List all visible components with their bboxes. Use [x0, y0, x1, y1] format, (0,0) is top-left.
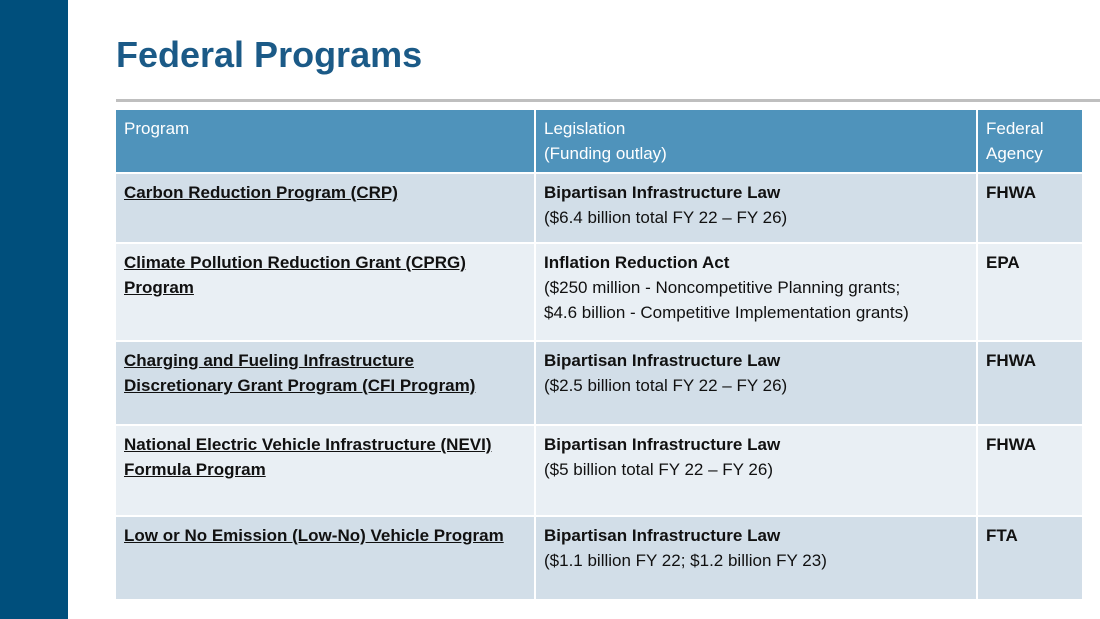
legislation-name: Bipartisan Infrastructure Law — [544, 183, 781, 202]
table-row: National Electric Vehicle Infrastructure… — [116, 425, 1084, 517]
header-cell: Program — [116, 110, 536, 174]
header-cell: Legislation (Funding outlay) — [535, 110, 978, 174]
legislation-cell: Bipartisan Infrastructure Law ($6.4 billi… — [535, 173, 978, 244]
header-line: (Funding outlay) — [544, 144, 667, 163]
program-link[interactable]: National Electric Vehicle Infrastructure… — [124, 435, 492, 479]
table-row: Climate Pollution Reduction Grant (CPRG)… — [116, 243, 1084, 342]
table-row: Low or No Emission (Low-No) Vehicle Prog… — [116, 516, 1084, 601]
program-cell: National Electric Vehicle Infrastructure… — [116, 425, 536, 517]
legislation-cell: Bipartisan Infrastructure Law ($5 billion… — [535, 425, 978, 517]
header-row: Program Legislation (Funding outlay) Fede… — [116, 110, 1084, 174]
agency-cell: FHWA — [977, 425, 1084, 517]
programs-table: Program Legislation (Funding outlay) Fede… — [116, 110, 1084, 601]
program-link[interactable]: Low or No Emission (Low-No) Vehicle Prog… — [124, 526, 504, 545]
program-link[interactable]: Charging and Fueling Infrastructure Disc… — [124, 351, 476, 395]
program-cell: Low or No Emission (Low-No) Vehicle Prog… — [116, 516, 536, 601]
legislation-cell: Bipartisan Infrastructure Law ($1.1 billi… — [535, 516, 978, 601]
legislation-cell: Bipartisan Infrastructure Law ($2.5 billi… — [535, 341, 978, 426]
program-cell: Carbon Reduction Program (CRP) — [116, 173, 536, 244]
funding-line: ($250 million - Noncompetitive Planning … — [544, 278, 901, 297]
header-cell: Federal Agency — [977, 110, 1084, 174]
funding-line: ($5 billion total FY 22 – FY 26) — [544, 460, 774, 479]
funding-line: ($1.1 billion FY 22; $1.2 billion FY 23) — [544, 551, 827, 570]
header-line: Legislation — [544, 119, 626, 138]
program-link[interactable]: Climate Pollution Reduction Grant (CPRG)… — [124, 253, 466, 297]
table-row: Charging and Fueling Infrastructure Disc… — [116, 341, 1084, 426]
legislation-name: Bipartisan Infrastructure Law — [544, 526, 781, 545]
divider — [116, 99, 1100, 102]
agency-cell: FHWA — [977, 341, 1084, 426]
funding-line: $4.6 billion - Competitive Implementatio… — [544, 303, 909, 322]
agency-cell: EPA — [977, 243, 1084, 342]
legislation-name: Bipartisan Infrastructure Law — [544, 435, 781, 454]
program-link[interactable]: Carbon Reduction Program (CRP) — [124, 183, 398, 202]
legislation-name: Inflation Reduction Act — [544, 253, 730, 272]
legislation-cell: Inflation Reduction Act ($250 million - N… — [535, 243, 978, 342]
funding-line: ($6.4 billion total FY 22 – FY 26) — [544, 208, 788, 227]
agency-cell: FHWA — [977, 173, 1084, 244]
table-body: Carbon Reduction Program (CRP) Bipartisan… — [116, 173, 1084, 601]
slide-title: Federal Programs — [116, 34, 423, 75]
funding-line: ($2.5 billion total FY 22 – FY 26) — [544, 376, 788, 395]
sidebar — [0, 0, 68, 619]
legislation-name: Bipartisan Infrastructure Law — [544, 351, 781, 370]
program-cell: Climate Pollution Reduction Grant (CPRG)… — [116, 243, 536, 342]
program-cell: Charging and Fueling Infrastructure Disc… — [116, 341, 536, 426]
agency-cell: FTA — [977, 516, 1084, 601]
table-row: Carbon Reduction Program (CRP) Bipartisan… — [116, 173, 1084, 244]
